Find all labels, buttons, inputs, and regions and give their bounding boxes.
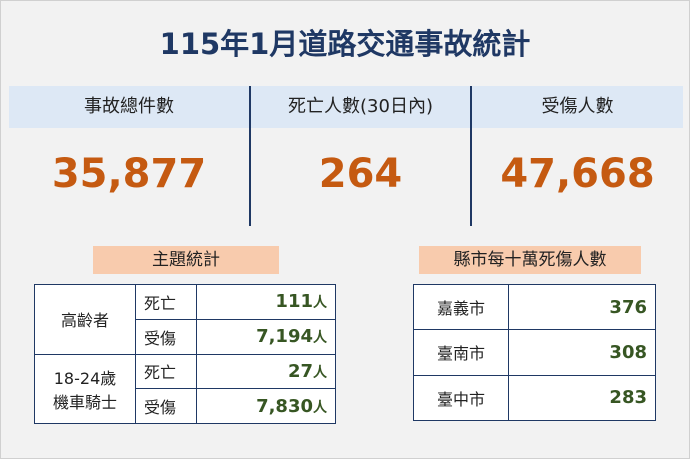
county: 嘉義市 bbox=[413, 283, 509, 331]
value: 7,830 bbox=[256, 395, 313, 417]
value: 308 bbox=[508, 329, 656, 376]
stat-label: 死亡人數(30日內) bbox=[288, 96, 433, 117]
value: 7,194 bbox=[256, 326, 313, 348]
unit: 人 bbox=[313, 399, 327, 416]
county: 臺南市 bbox=[413, 329, 509, 376]
group-name: 高齡者 bbox=[34, 284, 136, 355]
divider bbox=[470, 86, 472, 226]
stat-label: 事故總件數 bbox=[84, 96, 174, 117]
divider bbox=[249, 86, 251, 226]
value-cell: 27人 bbox=[196, 353, 336, 390]
section-title: 縣市每十萬死傷人數 bbox=[419, 246, 641, 274]
stat-value: 35,877 bbox=[51, 151, 207, 197]
value-cell: 7,830人 bbox=[196, 388, 336, 424]
county: 臺中市 bbox=[413, 374, 509, 422]
stat-value: 264 bbox=[318, 151, 403, 197]
stat-value: 47,668 bbox=[500, 151, 655, 197]
value: 283 bbox=[508, 374, 656, 422]
unit: 人 bbox=[313, 330, 327, 347]
value: 376 bbox=[508, 283, 656, 331]
value-cell: 111人 bbox=[196, 284, 336, 320]
unit: 人 bbox=[313, 295, 327, 312]
title: 115年1月道路交通事故統計 bbox=[159, 27, 531, 61]
header-band bbox=[9, 86, 683, 128]
county-table: 嘉義市 376 臺南市 308 臺中市 283 bbox=[413, 283, 656, 422]
group-line: 高齡者 bbox=[60, 311, 109, 331]
value: 27 bbox=[287, 360, 313, 382]
row-type: 死亡 bbox=[135, 284, 197, 320]
row-type: 受傷 bbox=[135, 318, 197, 355]
stat-label: 受傷人數 bbox=[541, 96, 614, 117]
group-line: 18-24歲 bbox=[53, 368, 117, 388]
row-type: 死亡 bbox=[135, 353, 197, 390]
section-title: 主題統計 bbox=[93, 246, 279, 274]
value-cell: 7,194人 bbox=[196, 318, 336, 355]
topic-table: 高齡者 死亡 111人 受傷 7,194人 18-24歲 機車騎士 死亡 27人 … bbox=[34, 284, 336, 424]
row-type: 受傷 bbox=[135, 388, 197, 424]
group-line: 機車騎士 bbox=[52, 392, 117, 412]
group-name: 18-24歲 機車騎士 bbox=[34, 353, 136, 424]
unit: 人 bbox=[313, 364, 327, 381]
value: 111 bbox=[275, 291, 313, 313]
